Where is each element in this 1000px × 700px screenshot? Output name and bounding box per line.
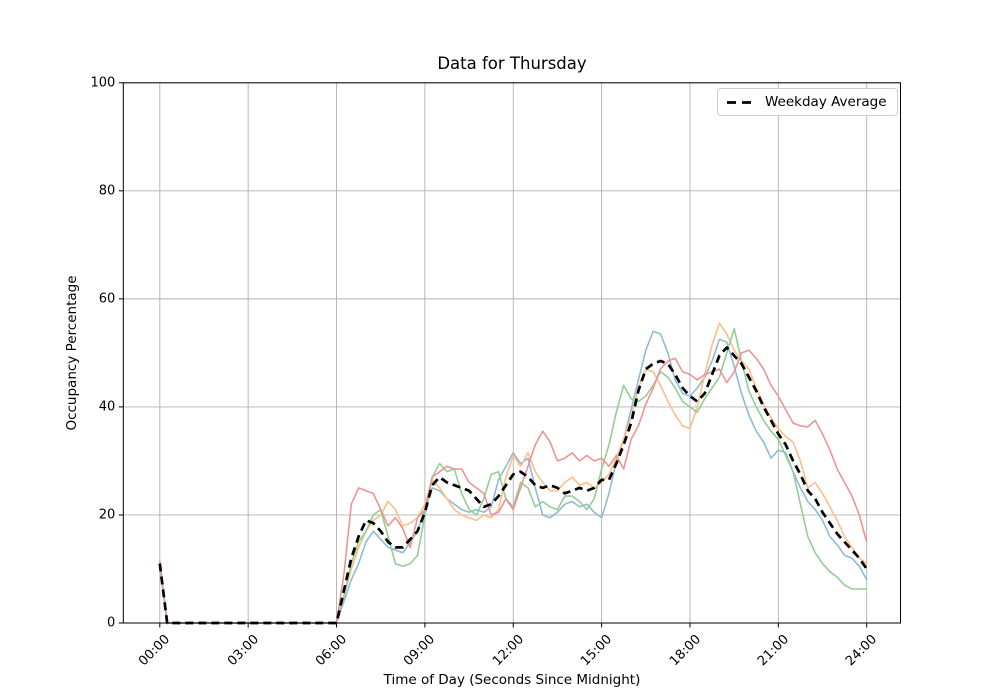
y-tick-label: 40	[98, 399, 116, 415]
axes-spines	[122, 82, 902, 624]
y-tick-label: 100	[90, 75, 116, 91]
y-tick-label: 80	[98, 183, 116, 199]
y-tick-label: 20	[98, 507, 116, 523]
legend-box: Weekday Average	[717, 88, 898, 116]
legend-dash-icon	[727, 100, 756, 104]
legend-label: Weekday Average	[765, 94, 887, 110]
y-tick-label: 0	[107, 615, 116, 631]
x-axis-label: Time of Day (Seconds Since Midnight)	[383, 672, 641, 688]
y-tick-label: 60	[98, 291, 116, 307]
chart-title: Data for Thursday	[437, 54, 587, 73]
